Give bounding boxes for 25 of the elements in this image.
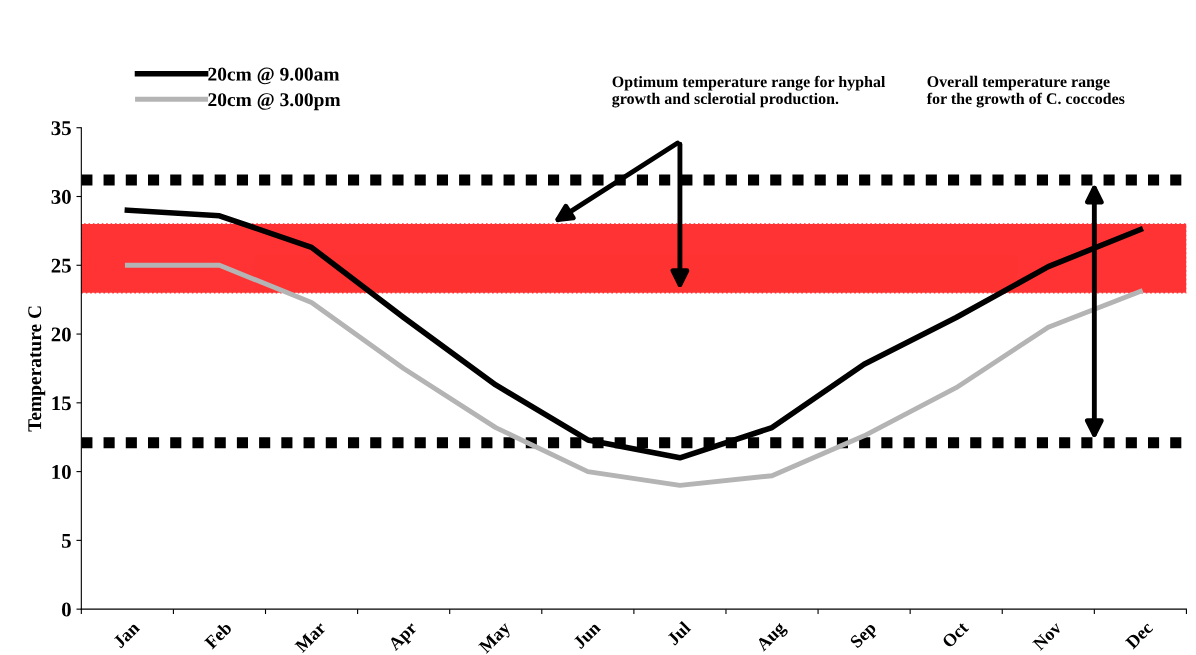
x-tick-label: Oct — [941, 620, 970, 649]
x-tick-label: Feb — [203, 620, 233, 650]
y-tick-label: 10 — [52, 464, 71, 480]
y-tick-label: 20 — [51, 327, 71, 342]
y-tick-label: 0 — [61, 602, 71, 617]
x-tick-label: Apr — [387, 620, 421, 654]
y-tick-label: 35 — [51, 121, 71, 136]
y-tick-label: 5 — [62, 533, 71, 548]
x-tick-label: Jul — [666, 620, 692, 646]
text: Overall temperature range for the growth of C. coccodes — [926, 75, 1125, 108]
x-tick-label: Aug — [755, 620, 790, 655]
text: Optimum temperature range for hyphal growth and sclerotial production. — [612, 75, 886, 108]
x-tick-label: Sep — [849, 621, 880, 652]
legend-label: 20cm @ 3.00pm — [208, 93, 341, 111]
x-tick-label: Mar — [294, 621, 327, 654]
y-axis-title: Temperature C — [28, 306, 46, 432]
legend-label: 20cm @ 9.00am — [208, 67, 340, 85]
x-tick-label: Jan — [112, 620, 141, 649]
y-tick-label: 25 — [51, 258, 71, 273]
line-series — [124, 262, 1143, 488]
y-tick-label: 15 — [52, 396, 71, 411]
y-tick-label: 30 — [51, 189, 71, 204]
x-tick-label: Dec — [1125, 621, 1154, 650]
x-tick-label: Jun — [572, 620, 602, 650]
x-tick-label: Nov — [1032, 620, 1063, 651]
